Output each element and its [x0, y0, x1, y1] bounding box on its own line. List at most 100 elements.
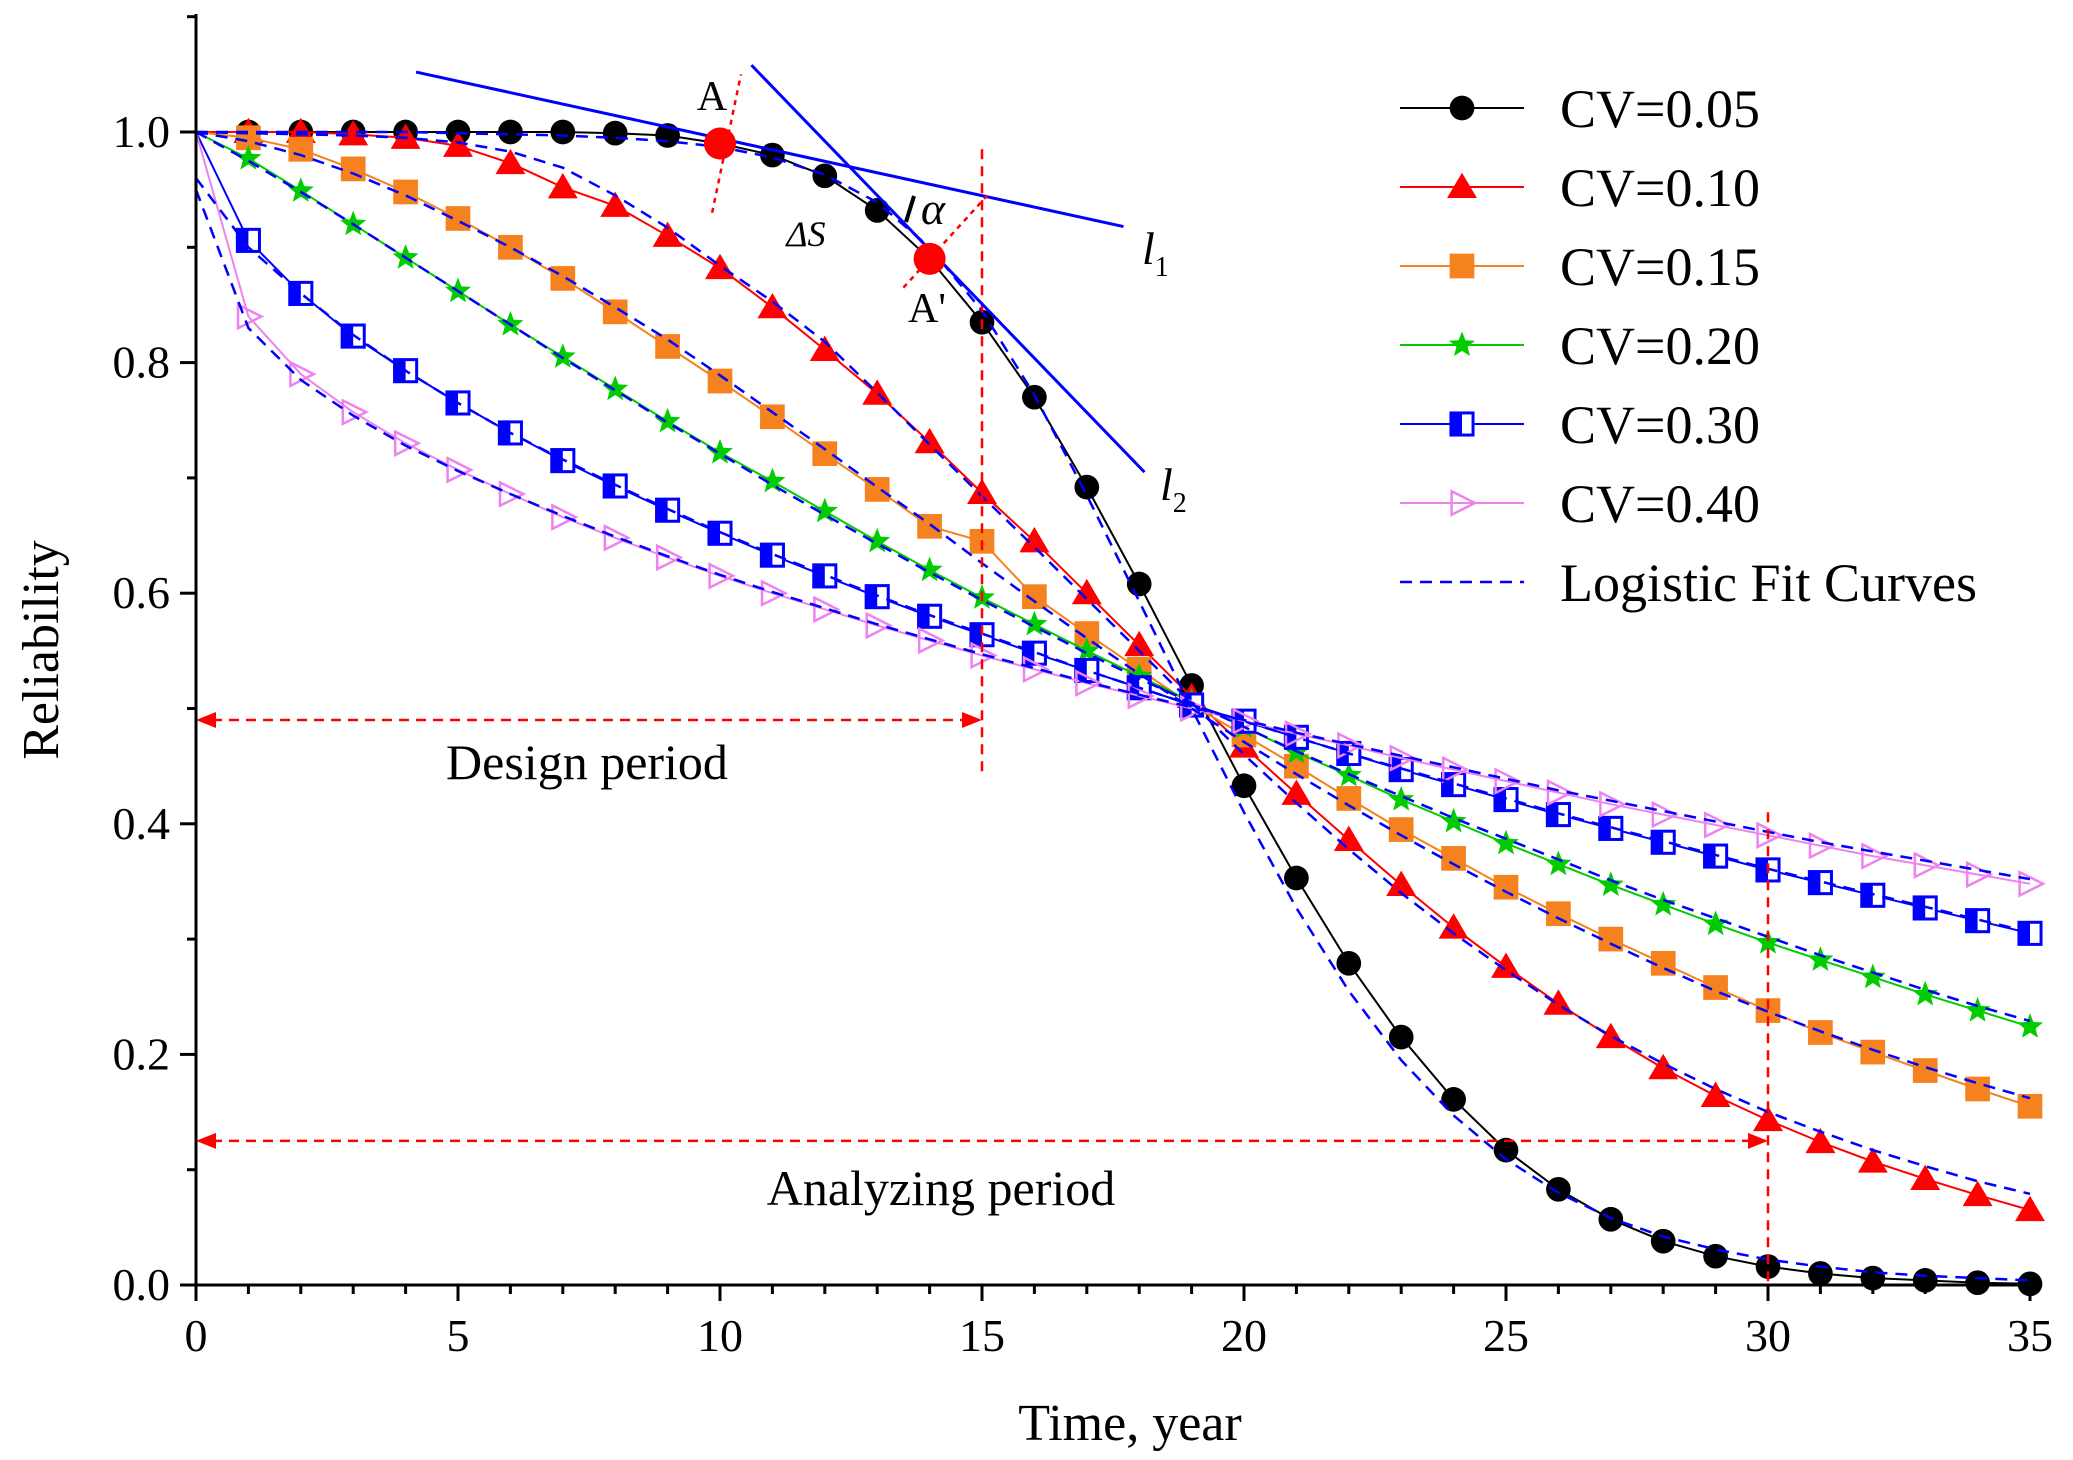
x-axis-label: Time, year — [1018, 1395, 1241, 1452]
data-point — [1124, 630, 1155, 657]
data-point-fill — [604, 474, 616, 498]
data-point-fill — [1652, 831, 1664, 854]
data-point — [812, 441, 838, 467]
left-arrowhead — [196, 712, 216, 729]
data-point — [443, 131, 473, 157]
data-point — [1336, 786, 1362, 811]
data-point — [1449, 95, 1475, 121]
data-point — [1650, 1228, 1676, 1254]
data-point-fill — [1494, 788, 1506, 811]
y-tick-label: 1.0 — [113, 106, 171, 157]
data-point — [813, 595, 841, 624]
data-point — [1807, 946, 1834, 971]
data-point — [1336, 950, 1362, 976]
tangent-line-l2 — [750, 64, 1146, 474]
x-tick-label: 30 — [1745, 1310, 1791, 1361]
data-point — [1546, 1176, 1571, 1202]
data-point — [1388, 1024, 1414, 1050]
data-point — [1650, 890, 1677, 916]
analyzing-period-arrow — [196, 1132, 1768, 1149]
x-tick-label: 5 — [447, 1310, 470, 1361]
data-point — [551, 503, 579, 531]
data-point — [1965, 908, 1991, 934]
data-point — [1494, 767, 1522, 795]
data-point — [759, 542, 785, 568]
data-point — [1386, 870, 1417, 896]
data-point — [1333, 825, 1364, 851]
legend-label: CV=0.20 — [1560, 316, 1760, 376]
data-point — [1651, 800, 1679, 829]
data-point — [235, 144, 262, 170]
data-point — [917, 626, 946, 655]
legend-label: CV=0.40 — [1560, 474, 1760, 534]
data-point — [1388, 817, 1414, 842]
data-point — [812, 563, 838, 589]
data-point — [1441, 846, 1466, 871]
data-point — [1022, 655, 1051, 684]
l2-label: l2 — [1160, 459, 1187, 519]
data-point — [916, 556, 943, 582]
logistic-fit-curve — [195, 177, 2031, 934]
data-point-fill — [708, 522, 720, 545]
data-point-fill — [1547, 803, 1559, 826]
data-point — [235, 227, 261, 253]
data-point-fill — [970, 623, 982, 646]
data-point — [1859, 963, 1886, 989]
data-point — [498, 234, 523, 260]
data-point — [760, 404, 785, 430]
data-point — [393, 429, 422, 458]
normal-line-a-prime — [902, 194, 989, 289]
data-point — [757, 292, 788, 319]
data-point — [760, 579, 789, 607]
data-point — [549, 343, 576, 368]
data-point — [655, 543, 684, 572]
data-point — [914, 427, 945, 454]
data-point — [1964, 996, 1991, 1022]
data-point — [1962, 1180, 1993, 1207]
data-point — [1910, 1164, 1941, 1190]
data-point — [1022, 584, 1047, 610]
data-point — [1284, 865, 1309, 891]
data-point — [1755, 1254, 1781, 1279]
point-a-label: A — [697, 74, 728, 120]
data-point — [602, 375, 629, 401]
data-point-fill — [237, 229, 249, 252]
data-point — [1450, 489, 1478, 517]
data-point — [1021, 640, 1047, 666]
data-point — [1700, 1081, 1731, 1107]
data-point — [1447, 172, 1477, 199]
data-point — [1126, 571, 1152, 597]
y-axis-ticks: 0.0 0.2 0.4 0.6 0.8 1.0 — [113, 15, 196, 1310]
logistic-fit-curve — [195, 130, 2031, 1196]
data-point-fill — [813, 564, 825, 587]
data-point — [809, 335, 840, 361]
data-point-fill — [499, 421, 511, 444]
legend-item: CV=0.20 — [1400, 316, 1760, 376]
data-point-fill — [1756, 858, 1768, 881]
data-point-fill — [918, 605, 930, 628]
data-point — [1337, 731, 1365, 760]
data-point — [1449, 331, 1475, 356]
data-point — [1281, 779, 1312, 805]
data-point-fill — [1809, 871, 1821, 894]
data-point — [1441, 1087, 1466, 1112]
data-point — [652, 221, 683, 247]
data-point — [498, 480, 527, 508]
point-a-prime-label: A' — [908, 286, 946, 332]
x-tick-label: 10 — [697, 1310, 743, 1361]
data-point — [1913, 851, 1941, 880]
data-point — [1449, 253, 1475, 279]
data-point — [1857, 1147, 1888, 1173]
legend-item: CV=0.30 — [1400, 395, 1760, 455]
data-point — [1805, 1127, 1836, 1154]
y-tick-label: 0.8 — [113, 337, 171, 388]
data-point-fill — [1966, 909, 1978, 932]
data-point — [1546, 778, 1575, 807]
data-point — [1912, 980, 1939, 1006]
legend-label: CV=0.30 — [1560, 395, 1760, 455]
data-point — [654, 407, 681, 433]
data-point — [1449, 411, 1475, 437]
data-point — [1440, 807, 1467, 833]
data-point — [1071, 578, 1102, 605]
